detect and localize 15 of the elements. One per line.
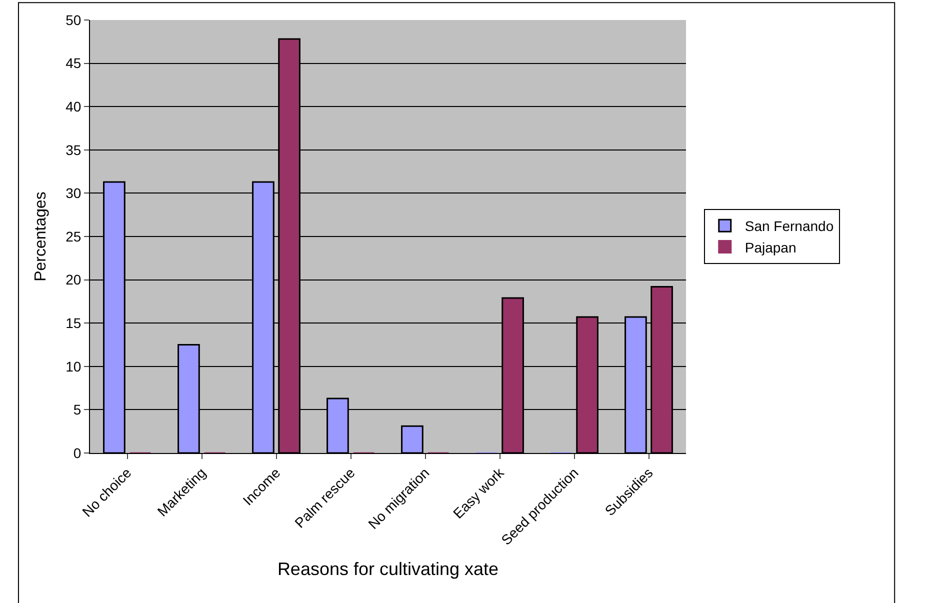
y-tick-label: 40 bbox=[66, 98, 82, 114]
y-axis-title: Percentages bbox=[32, 192, 50, 282]
legend-label: Pajapan bbox=[744, 239, 796, 256]
y-tick-label: 45 bbox=[66, 55, 82, 72]
y-tick-label: 0 bbox=[73, 444, 82, 461]
y-tick-label: 35 bbox=[66, 142, 82, 158]
legend-label: San Fernando bbox=[744, 218, 834, 234]
y-tick-label: 20 bbox=[66, 272, 82, 288]
y-tick-label: 50 bbox=[66, 12, 82, 28]
y-tick-label: 30 bbox=[66, 185, 82, 202]
y-tick-label: 5 bbox=[73, 402, 82, 418]
y-tick-label: 25 bbox=[66, 228, 82, 244]
y-tick-label: 15 bbox=[66, 315, 82, 331]
x-axis-title: Reasons for cultivating xate bbox=[277, 559, 499, 580]
y-tick-label: 10 bbox=[66, 358, 82, 374]
